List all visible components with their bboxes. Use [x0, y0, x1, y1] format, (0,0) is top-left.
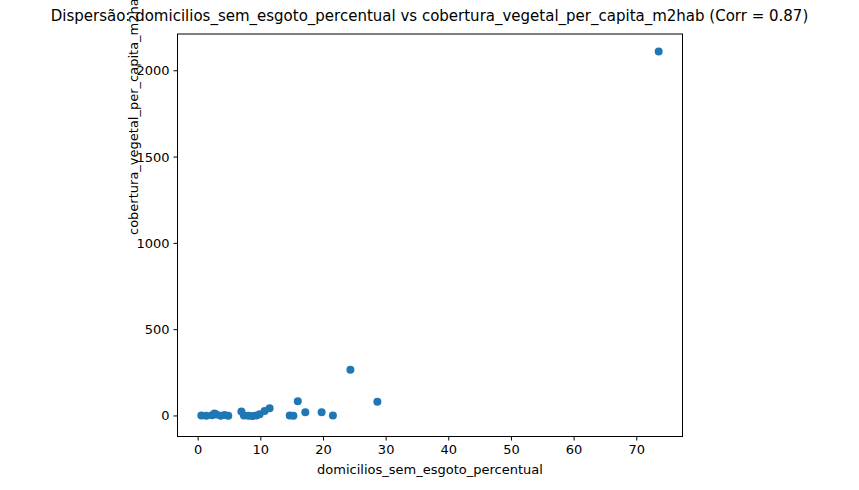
- data-point: [289, 412, 297, 420]
- y-axis-ticks: 0 500 1000 1500 2000: [136, 63, 177, 423]
- data-point: [301, 408, 309, 416]
- scatter-figure: Dispersão: domicilios_sem_esgoto_percent…: [0, 0, 859, 490]
- y-tick-label: 500: [145, 322, 170, 337]
- x-tick-label: 20: [315, 442, 332, 457]
- data-point: [224, 412, 232, 420]
- data-point: [373, 398, 381, 406]
- y-tick-label: 1500: [136, 150, 169, 165]
- x-tick-label: 10: [253, 442, 270, 457]
- y-tick-label: 1000: [136, 236, 169, 251]
- data-point: [266, 404, 274, 412]
- x-tick-label: 50: [503, 442, 520, 457]
- data-point: [294, 397, 302, 405]
- data-point: [318, 408, 326, 416]
- data-point: [346, 366, 354, 374]
- x-tick-label: 40: [441, 442, 458, 457]
- data-point: [655, 47, 663, 55]
- x-tick-label: 70: [628, 442, 645, 457]
- x-tick-label: 30: [378, 442, 395, 457]
- x-axis-ticks: 0 10 20 30 40 50 60 70: [194, 437, 645, 457]
- y-tick-label: 2000: [136, 63, 169, 78]
- x-tick-label: 60: [566, 442, 583, 457]
- y-tick-label: 0: [161, 408, 169, 423]
- x-tick-label: 0: [194, 442, 202, 457]
- axes-frame: [178, 34, 683, 437]
- x-axis-label: domicilios_sem_esgoto_percentual: [177, 462, 683, 477]
- data-point: [329, 411, 337, 419]
